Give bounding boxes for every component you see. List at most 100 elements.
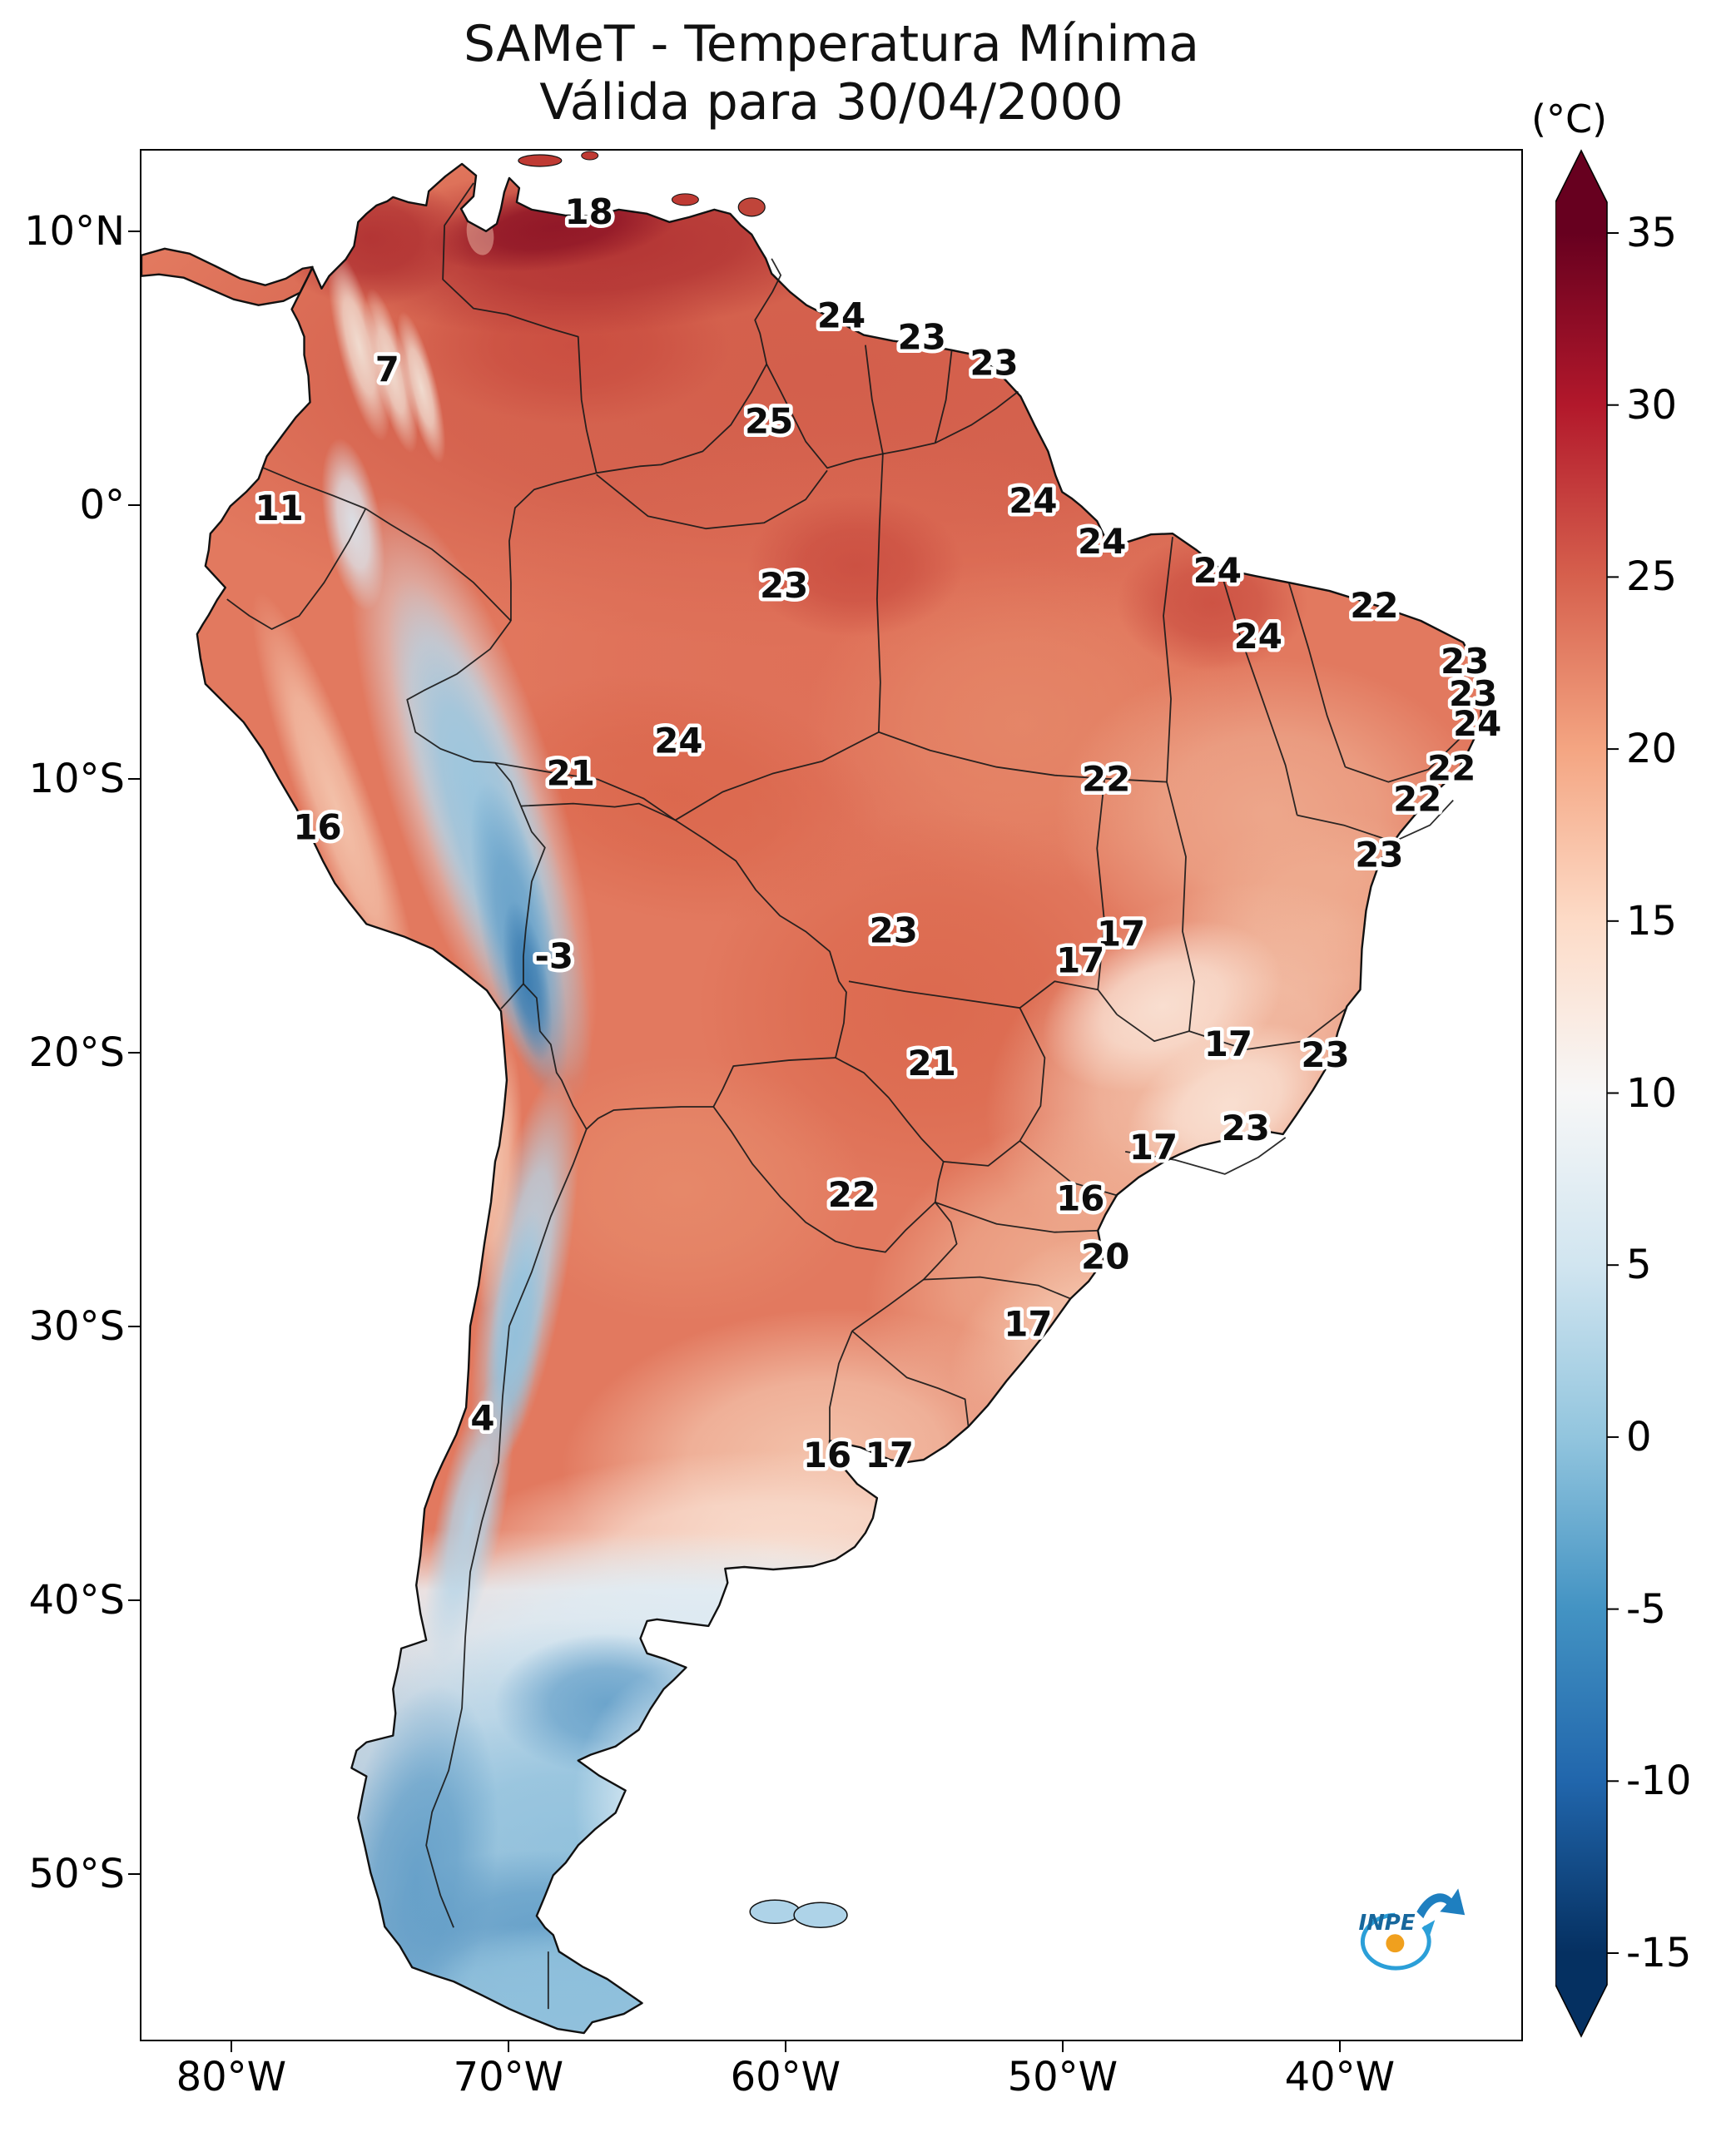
- temp-label: 21: [908, 1043, 956, 1083]
- inpe-logo-text: INPE: [1358, 1911, 1415, 1936]
- temp-label: 25: [745, 400, 793, 441]
- temp-label: 24: [1009, 480, 1057, 521]
- temp-label: 11: [255, 488, 303, 528]
- inpe-swirl-arrowhead-icon: [1423, 1920, 1436, 1936]
- y-axis-tick: [128, 1051, 140, 1054]
- temp-label: 23: [1449, 673, 1497, 714]
- temperature-field: [141, 163, 1483, 2034]
- y-axis-tick: [128, 503, 140, 506]
- island-falkland-east: [793, 1902, 848, 1928]
- temp-label: 18: [565, 191, 613, 232]
- temp-label: 24: [1453, 703, 1501, 744]
- y-axis-tick: [128, 230, 140, 232]
- colorbar-gradient: [1555, 149, 1608, 2038]
- temp-label: 7: [375, 349, 399, 389]
- temp-label: 17: [1056, 940, 1104, 980]
- colorbar-tick-label: 25: [1626, 553, 1678, 601]
- temp-label: 23: [870, 910, 918, 950]
- colorbar-tickmarks: [1607, 232, 1619, 1954]
- temp-label: 23: [970, 343, 1018, 384]
- colorbar-tick-label: 5: [1626, 1242, 1652, 1289]
- colorbar-tick-label: 15: [1626, 897, 1678, 945]
- inpe-orange-dot-icon: [1386, 1934, 1405, 1953]
- temp-label: 22: [1082, 759, 1130, 800]
- colorbar-tick-label: 10: [1626, 1069, 1678, 1117]
- title-block: SAMeT - Temperatura Mínima Válida para 3…: [140, 15, 1523, 131]
- y-axis-tick: [128, 777, 140, 780]
- temp-label: 16: [293, 807, 341, 848]
- x-axis-tick: [230, 2041, 232, 2052]
- temp-label: 17: [1204, 1024, 1252, 1064]
- colorbar-tick-label: 30: [1626, 381, 1678, 429]
- y-axis-tick-label: 40°S: [28, 1576, 125, 1624]
- x-axis-tick-label: 70°W: [453, 2054, 564, 2100]
- colorbar-unit-label: (°C): [1531, 97, 1608, 141]
- colorbar-tick-label: 20: [1626, 726, 1678, 773]
- temp-label: 23: [1355, 834, 1403, 875]
- map-subtitle: Válida para 30/04/2000: [539, 73, 1123, 131]
- inpe-arrow-icon: [1416, 1888, 1466, 1919]
- y-axis-tick-label: 0°: [79, 481, 125, 528]
- temp-label: 22: [1350, 585, 1398, 626]
- island-caribbean: [581, 151, 599, 161]
- map-title: SAMeT - Temperatura Mínima: [463, 15, 1200, 73]
- x-axis-tick: [784, 2041, 786, 2052]
- y-axis-tick: [128, 1872, 140, 1875]
- x-axis-tick: [507, 2041, 509, 2052]
- y-axis-tick: [128, 1325, 140, 1327]
- islands: [518, 151, 848, 1928]
- x-axis-tick: [1061, 2041, 1064, 2052]
- temp-label: 23: [1301, 1034, 1349, 1075]
- colorbar-tick-label: 35: [1626, 210, 1678, 256]
- temp-label: 23: [1441, 641, 1489, 682]
- temp-label: 24: [1193, 550, 1242, 591]
- state-borders: [494, 454, 1467, 1300]
- island-caribbean: [518, 154, 563, 167]
- inpe-swirl-icon: [1360, 1912, 1431, 1971]
- y-axis-tick-label: 10°S: [28, 755, 125, 802]
- y-axis-tick-label: 30°S: [28, 1302, 125, 1350]
- temp-label: 17: [866, 1435, 914, 1475]
- temp-label: 17: [1129, 1127, 1178, 1168]
- temp-label: 23: [1222, 1108, 1270, 1148]
- colorbar-tick-label: -10: [1626, 1758, 1692, 1805]
- y-axis-tick-label: 10°N: [24, 207, 125, 255]
- island-trinidad: [737, 197, 766, 217]
- temp-label: -3: [535, 935, 574, 976]
- inpe-logo: INPE: [1358, 1888, 1466, 1971]
- x-axis-tick-label: 80°W: [176, 2054, 287, 2100]
- temp-label: 23: [898, 317, 946, 358]
- y-axis-tick-label: 20°S: [28, 1029, 125, 1076]
- temp-label: 22: [1393, 779, 1441, 820]
- colorbar-tick-label: 0: [1626, 1413, 1652, 1460]
- colorbar: [1555, 149, 1619, 2038]
- x-axis-tick-label: 40°W: [1284, 2054, 1396, 2100]
- temp-label: 4: [470, 1397, 494, 1438]
- temp-label: 20: [1081, 1237, 1129, 1277]
- temp-label: 21: [547, 753, 595, 794]
- temp-label: 23: [760, 565, 808, 606]
- temp-label: 24: [1078, 521, 1126, 562]
- temp-label: 24: [654, 721, 702, 761]
- x-axis-tick-label: 60°W: [730, 2054, 841, 2100]
- island-margarita: [671, 193, 699, 206]
- temp-label: 16: [1056, 1178, 1104, 1219]
- temp-label: 22: [1427, 748, 1476, 789]
- temp-label: 24: [1234, 616, 1282, 657]
- temp-label: 24: [817, 295, 866, 336]
- temp-label: 22: [828, 1174, 876, 1215]
- country-borders: [226, 182, 1019, 2010]
- y-axis-tick: [128, 1599, 140, 1601]
- temp-label: 16: [803, 1435, 851, 1475]
- colorbar-tick-label: -15: [1626, 1930, 1692, 1976]
- temp-label: 17: [1004, 1303, 1052, 1344]
- x-axis-tick: [1338, 2041, 1341, 2052]
- colorbar-tick-label: -5: [1626, 1585, 1666, 1633]
- temp-label: 17: [1097, 913, 1145, 954]
- x-axis-tick-label: 50°W: [1007, 2054, 1118, 2100]
- y-axis-tick-label: 50°S: [28, 1850, 125, 1897]
- island-falkland-west: [749, 1899, 801, 1924]
